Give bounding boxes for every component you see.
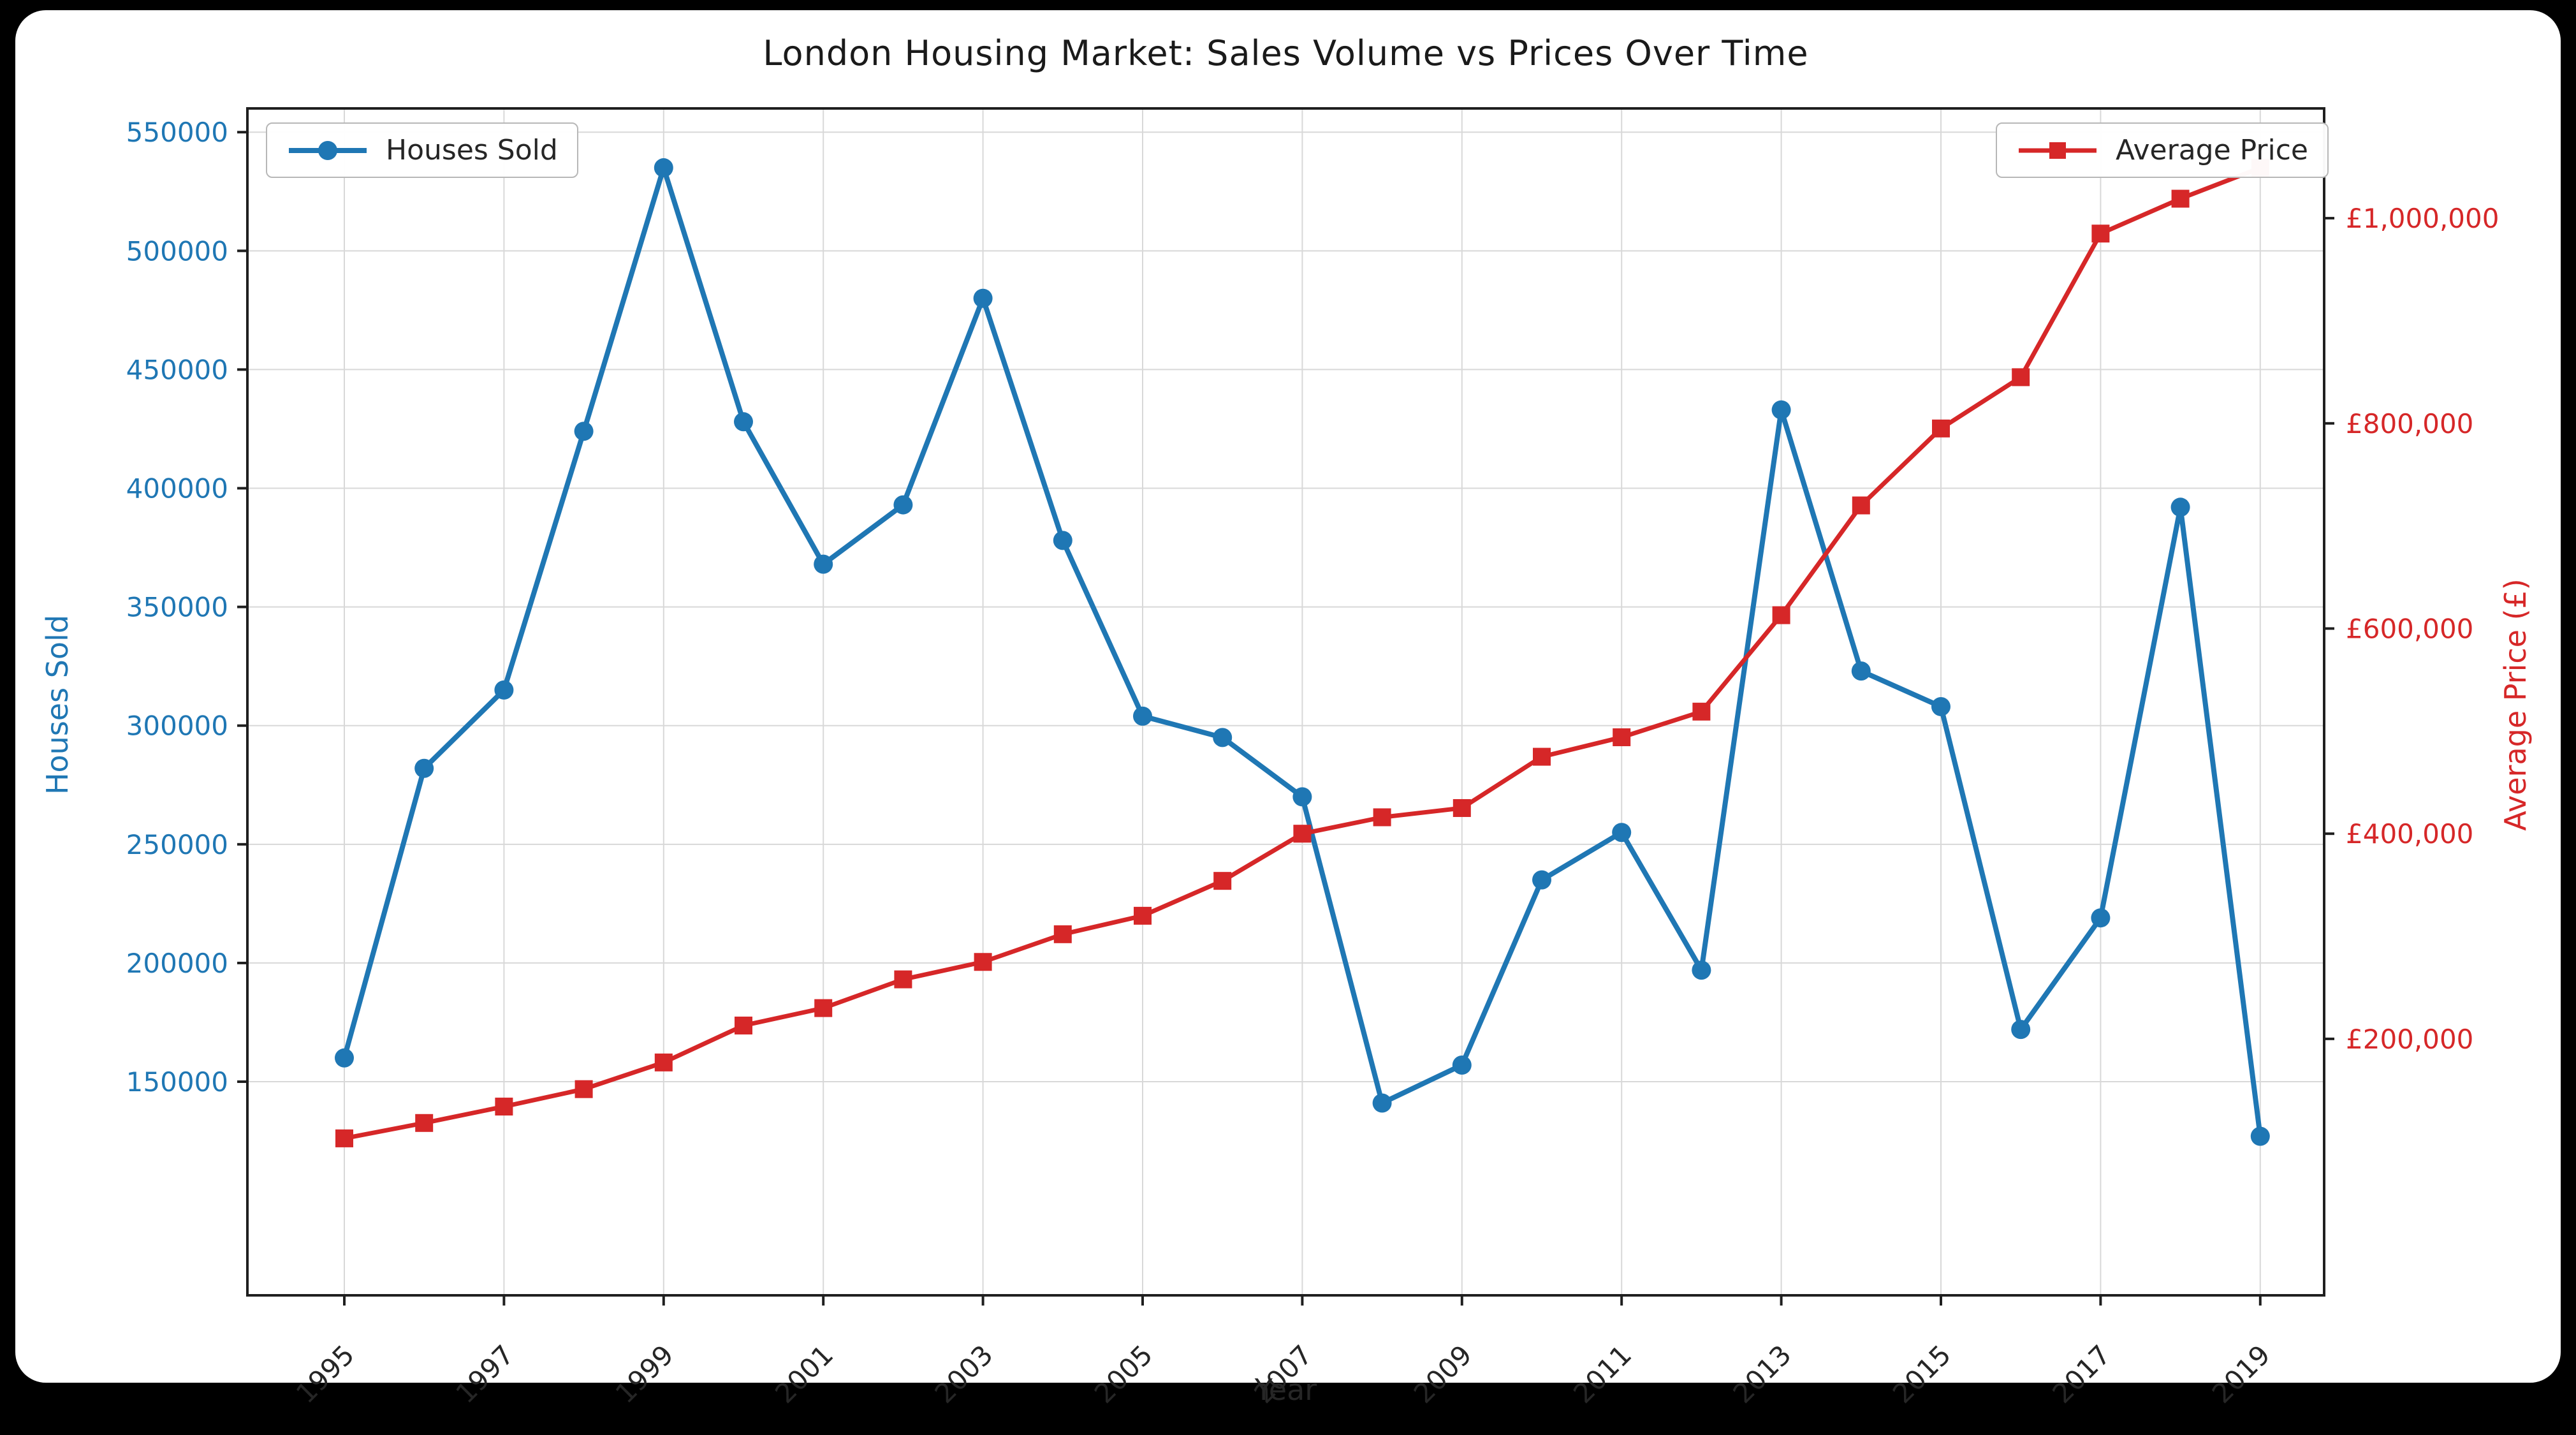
point-average-price-2002 [894, 970, 912, 989]
point-average-price-2008 [1373, 808, 1391, 827]
point-houses-sold-1997 [494, 680, 514, 700]
left-tick-label: 400000 [126, 473, 228, 504]
point-houses-sold-2016 [2011, 1020, 2031, 1040]
point-houses-sold-2001 [814, 554, 833, 574]
point-houses-sold-2011 [1612, 823, 1632, 843]
point-average-price-2013 [1772, 606, 1790, 624]
point-average-price-2016 [2012, 368, 2030, 386]
point-houses-sold-2012 [1692, 960, 1711, 980]
point-houses-sold-1996 [414, 758, 434, 778]
point-average-price-1998 [574, 1080, 593, 1098]
left-tick-label: 550000 [126, 117, 228, 148]
point-average-price-2012 [1692, 702, 1711, 721]
point-houses-sold-2004 [1053, 531, 1072, 550]
point-average-price-1997 [495, 1098, 513, 1116]
point-average-price-2001 [814, 999, 833, 1017]
right-tick-label: £1,000,000 [2346, 203, 2499, 234]
chart-title: London Housing Market: Sales Volume vs P… [763, 33, 1809, 73]
point-average-price-2006 [1213, 872, 1232, 890]
axes-spines [246, 107, 2325, 1297]
point-average-price-2015 [1932, 419, 1950, 438]
point-houses-sold-2019 [2250, 1126, 2270, 1146]
point-houses-sold-1995 [335, 1048, 354, 1068]
point-average-price-2004 [1053, 925, 1072, 943]
point-average-price-2005 [1134, 906, 1152, 925]
point-houses-sold-2017 [2091, 908, 2111, 928]
legend-sample-line-circle [289, 140, 367, 160]
left-tick-label: 450000 [126, 354, 228, 385]
point-average-price-2011 [1613, 728, 1631, 746]
legend-average-price: Average Price [1996, 122, 2329, 178]
legend-label: Average Price [2116, 134, 2309, 166]
left-tick-label: 200000 [126, 948, 228, 979]
point-houses-sold-2003 [973, 288, 993, 308]
right-tick-label: £200,000 [2346, 1024, 2473, 1055]
left-tick-label: 150000 [126, 1066, 228, 1098]
point-average-price-1995 [335, 1129, 353, 1147]
point-average-price-2014 [1852, 496, 1870, 515]
point-average-price-2000 [735, 1016, 752, 1034]
point-houses-sold-2014 [1851, 661, 1871, 681]
legend-sample-line-square [2019, 142, 2097, 159]
x-axis-label: Year [1254, 1372, 1317, 1407]
point-houses-sold-1998 [574, 422, 594, 441]
right-axis-label: Average Price (£) [2498, 578, 2533, 831]
point-houses-sold-2013 [1771, 400, 1791, 420]
point-average-price-2018 [2171, 189, 2190, 208]
point-houses-sold-2000 [734, 412, 753, 432]
point-houses-sold-2009 [1452, 1055, 1472, 1075]
point-houses-sold-2018 [2170, 497, 2190, 517]
left-tick-label: 500000 [126, 235, 228, 267]
left-axis-label: Houses Sold [40, 614, 75, 795]
right-tick-label: £400,000 [2346, 818, 2473, 850]
point-average-price-2010 [1533, 747, 1551, 766]
point-average-price-1999 [654, 1053, 673, 1071]
point-houses-sold-2005 [1133, 706, 1152, 726]
point-average-price-2017 [2091, 224, 2110, 243]
left-tick-label: 250000 [126, 829, 228, 860]
point-houses-sold-2015 [1931, 696, 1950, 716]
left-tick-label: 350000 [126, 592, 228, 623]
point-average-price-2009 [1453, 798, 1471, 817]
point-average-price-2003 [974, 953, 992, 971]
figure-background [15, 10, 2561, 1383]
point-houses-sold-2010 [1532, 870, 1551, 890]
left-tick-label: 300000 [126, 710, 228, 742]
point-houses-sold-2006 [1213, 728, 1233, 747]
point-average-price-1996 [415, 1114, 434, 1132]
point-houses-sold-1999 [654, 158, 673, 178]
right-tick-label: £800,000 [2346, 408, 2473, 439]
point-houses-sold-2002 [893, 495, 913, 515]
legend-houses-sold: Houses Sold [266, 122, 578, 178]
point-houses-sold-2007 [1292, 787, 1312, 807]
point-average-price-2007 [1293, 825, 1312, 843]
legend-label: Houses Sold [386, 134, 558, 166]
right-tick-label: £600,000 [2346, 613, 2473, 644]
point-houses-sold-2008 [1372, 1093, 1392, 1113]
